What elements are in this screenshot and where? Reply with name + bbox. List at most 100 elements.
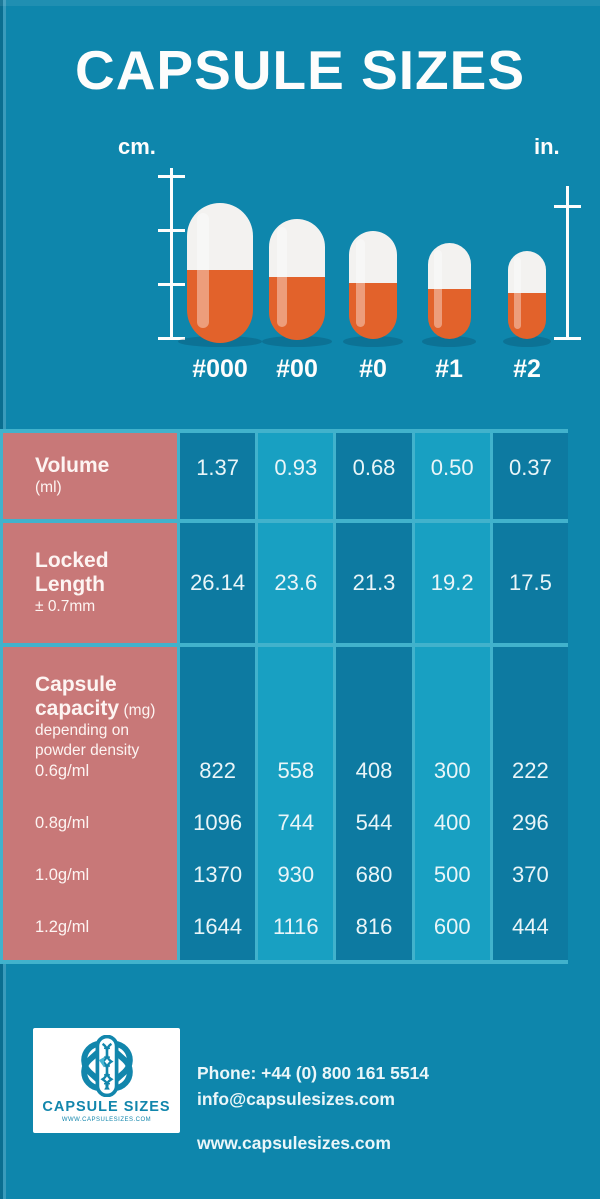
logo-wordmark: CAPSULE SIZES xyxy=(42,1099,171,1115)
value-column: 222 296 370 444 xyxy=(492,647,569,960)
table-row-volume: Volume (ml) 1.37 0.93 0.68 0.50 0.37 xyxy=(3,433,569,519)
value-cell: 544 xyxy=(355,810,393,835)
in-ruler-line xyxy=(566,186,569,340)
table-row-locked-length: Locked Length ± 0.7mm 26.14 23.6 21.3 19… xyxy=(3,523,569,643)
value-cell: 744 xyxy=(277,810,315,835)
value-cell: 444 xyxy=(512,914,549,939)
capsule-label-0: #0 xyxy=(359,355,387,383)
capsule-body-orange xyxy=(508,293,546,339)
capsule-highlight xyxy=(434,249,443,329)
capsule-cap-white xyxy=(187,203,253,271)
value-cell: 600 xyxy=(433,914,471,939)
capsule-label-000: #000 xyxy=(192,355,248,383)
capsule-body-orange xyxy=(349,282,397,339)
cm-ruler-end-tick xyxy=(158,337,185,340)
value-cell: 0.68 xyxy=(336,433,412,519)
value-cell: 816 xyxy=(355,914,393,939)
value-cell: 0.93 xyxy=(258,433,334,519)
row-subtitle: depending on powder density xyxy=(35,722,140,759)
row-tolerance: ± 0.7mm xyxy=(35,598,96,616)
in-ruler-end-tick xyxy=(554,337,581,340)
density-label: 0.6g/ml xyxy=(35,761,90,780)
cm-unit-label: cm. xyxy=(118,134,156,159)
value-cell: 1.37 xyxy=(180,433,256,519)
capsule-shadow xyxy=(422,336,476,347)
capsule-highlight xyxy=(277,227,288,327)
capsule-shadow xyxy=(262,336,332,347)
value-column: 408 544 680 816 xyxy=(336,647,412,960)
capsule-cap-white xyxy=(349,231,397,283)
contact-block: Phone: +44 (0) 800 161 5514 info@capsule… xyxy=(197,1060,429,1156)
value-cell: 21.3 xyxy=(336,523,412,643)
value-column: 558 744 930 1116 xyxy=(258,647,334,960)
capsule-size-0 xyxy=(349,231,397,339)
value-cell: 1116 xyxy=(272,914,319,939)
row-header-locked-length: Locked Length ± 0.7mm xyxy=(3,523,177,643)
capsule-cap-white xyxy=(269,219,325,278)
capsule-cap-white xyxy=(508,251,546,294)
value-cell: 370 xyxy=(512,862,549,887)
capsule-label-2: #2 xyxy=(513,355,541,383)
cm-ruler-tick xyxy=(158,229,185,232)
cm-ruler-tick xyxy=(158,175,185,178)
capsule-highlight xyxy=(356,238,365,328)
value-cell: 19.2 xyxy=(414,523,490,643)
row-title: Capsule capacity xyxy=(35,673,120,721)
value-cell: 500 xyxy=(433,862,471,887)
capsule-size-1 xyxy=(428,243,471,339)
value-column: 822 1096 1370 1644 xyxy=(180,647,256,960)
row-title: Locked Length xyxy=(35,549,109,597)
page-title: CAPSULE SIZES xyxy=(74,39,526,101)
value-cell: 17.5 xyxy=(492,523,569,643)
capsule-shadow xyxy=(503,336,551,347)
in-ruler-tick xyxy=(554,205,581,208)
value-cell: 0.50 xyxy=(414,433,490,519)
table-row-capsule-capacity: Capsule capacity (mg) depending on powde… xyxy=(3,647,569,960)
capsule-body-orange xyxy=(187,270,253,343)
row-unit: (mg) xyxy=(123,702,156,720)
row-title: Volume xyxy=(35,454,110,478)
capsule-size-00 xyxy=(269,219,325,340)
top-edge-highlight xyxy=(0,0,600,6)
phone-number: Phone: +44 (0) 800 161 5514 xyxy=(197,1063,430,1083)
cm-ruler-line xyxy=(170,168,173,340)
value-cell: 1096 xyxy=(193,810,243,835)
website-url: www.capsulesizes.com xyxy=(197,1133,391,1153)
capsule-size-000 xyxy=(187,203,253,343)
company-logo-card: CAPSULE SIZES WWW.CAPSULESIZES.COM xyxy=(33,1028,180,1133)
email-address: info@capsulesizes.com xyxy=(197,1089,395,1109)
row-unit: (ml) xyxy=(35,479,62,497)
cm-ruler-tick xyxy=(158,283,185,286)
value-cell: 300 xyxy=(433,758,471,783)
row-title-block: Capsule capacity (mg) depending on powde… xyxy=(3,647,177,759)
value-cell: 400 xyxy=(433,810,471,835)
in-unit-label: in. xyxy=(534,134,560,159)
row-header-capsule-capacity: Capsule capacity (mg) depending on powde… xyxy=(3,647,177,960)
row-header-volume: Volume (ml) xyxy=(3,433,177,519)
value-cell: 222 xyxy=(512,758,549,783)
density-label: 1.2g/ml xyxy=(35,917,90,936)
value-cell: 1644 xyxy=(193,914,243,939)
capsule-shadow xyxy=(343,336,403,347)
capsule-sizes-logo-icon xyxy=(80,1035,133,1097)
capsule-body-orange xyxy=(269,277,325,340)
capsule-highlight xyxy=(196,212,209,328)
value-cell: 408 xyxy=(355,758,393,783)
density-label: 1.0g/ml xyxy=(35,865,90,884)
logo-website-caption: WWW.CAPSULESIZES.COM xyxy=(61,1117,152,1123)
capsule-cap-white xyxy=(428,243,471,290)
value-cell: 558 xyxy=(277,758,315,783)
value-column: 300 400 500 600 xyxy=(414,647,490,960)
capsule-highlight xyxy=(513,257,521,330)
capsule-data-table: Volume (ml) 1.37 0.93 0.68 0.50 0.37 Loc… xyxy=(0,429,569,964)
capsule-label-00: #00 xyxy=(276,355,318,383)
value-cell: 23.6 xyxy=(258,523,334,643)
value-cell: 0.37 xyxy=(492,433,569,519)
density-label: 0.8g/ml xyxy=(35,813,90,832)
value-cell: 930 xyxy=(277,862,315,887)
capsule-body-orange xyxy=(428,289,471,339)
value-cell: 1370 xyxy=(193,862,243,887)
value-cell: 680 xyxy=(355,862,393,887)
capsule-label-1: #1 xyxy=(435,355,463,383)
